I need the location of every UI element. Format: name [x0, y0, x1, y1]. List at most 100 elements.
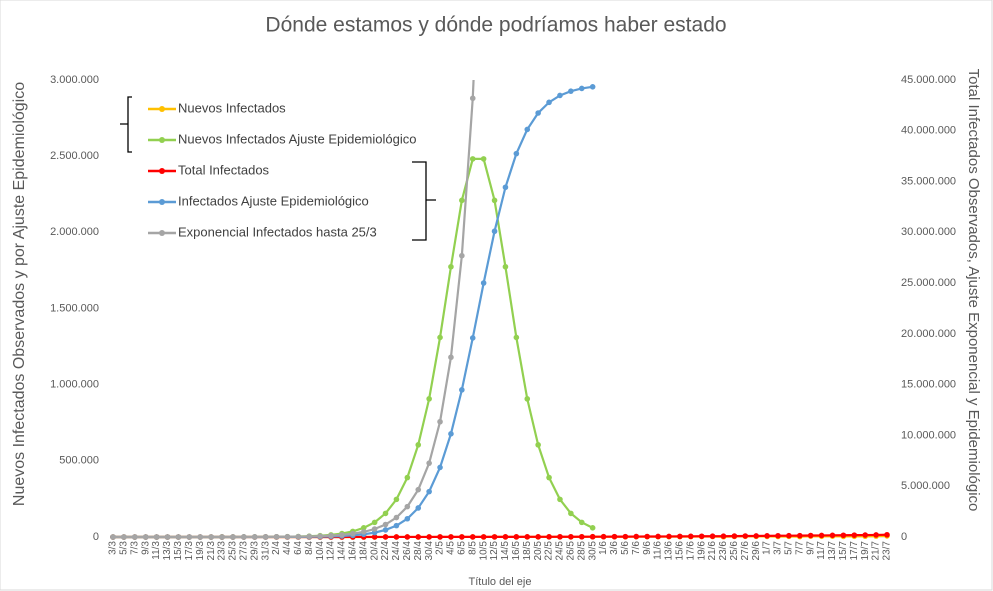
- data-point: [132, 534, 138, 540]
- data-point: [568, 88, 574, 94]
- data-point: [513, 334, 520, 341]
- x-tick-label: 18/4: [358, 541, 369, 561]
- x-tick-label: 15/3: [173, 541, 184, 561]
- x-tick-label: 13/6: [664, 541, 675, 561]
- x-tick-label: 5/6: [620, 541, 631, 555]
- data-point: [121, 534, 127, 540]
- legend-label: Exponencial Infectados hasta 25/3: [178, 224, 377, 239]
- data-point: [753, 533, 759, 539]
- data-point: [393, 522, 400, 529]
- data-point: [382, 534, 389, 540]
- x-tick-label: 7/3: [129, 541, 140, 555]
- legend-bracket: [120, 96, 132, 153]
- y-tick-label: 0: [93, 531, 99, 543]
- x-tick-label: 12/4: [326, 541, 337, 561]
- data-point: [666, 533, 672, 540]
- data-point: [404, 474, 411, 481]
- data-point: [578, 85, 585, 92]
- data-point: [295, 533, 302, 540]
- x-tick-label: 24/4: [391, 541, 402, 561]
- x-tick-label: 27/3: [238, 541, 249, 561]
- chart-title: Dónde estamos y dónde podríamos haber es…: [265, 14, 726, 37]
- data-point: [437, 334, 443, 341]
- data-point: [197, 534, 204, 540]
- data-point: [557, 496, 563, 503]
- data-point: [568, 510, 574, 517]
- data-point: [448, 354, 454, 361]
- x-tick-label: 1/7: [762, 541, 773, 555]
- data-point: [546, 533, 552, 540]
- x-tick-label: 27/6: [740, 541, 751, 561]
- data-point: [655, 533, 661, 540]
- data-point: [742, 533, 749, 539]
- data-point: [186, 534, 193, 540]
- data-point: [524, 396, 531, 402]
- data-point: [360, 525, 367, 531]
- x-tick-label: 7/7: [794, 541, 805, 555]
- x-tick-label: 20/4: [369, 541, 380, 561]
- data-point: [600, 533, 607, 540]
- x-tick-label: 20/5: [533, 541, 544, 561]
- x-tick-label: 23/7: [882, 541, 893, 561]
- data-point: [448, 534, 454, 540]
- legend-label: Infectados Ajuste Epidemiológico: [178, 193, 369, 208]
- data-point: [371, 526, 378, 532]
- x-tick-label: 11/3: [151, 541, 162, 560]
- x-tick-label: 18/5: [522, 541, 533, 561]
- legend-label: Total Infectados: [178, 162, 270, 177]
- x-tick-label: 29/3: [249, 541, 260, 561]
- data-point: [426, 460, 432, 466]
- x-tick-label: 4/4: [282, 541, 293, 555]
- data-point: [786, 532, 792, 539]
- data-point: [382, 521, 389, 528]
- y2-tick-label: 15.000.000: [901, 379, 956, 391]
- x-axis-title: Título del eje: [469, 576, 532, 588]
- x-tick-label: 9/7: [805, 541, 816, 555]
- data-point: [459, 197, 465, 204]
- x-tick-label: 28/5: [576, 541, 587, 561]
- data-point: [437, 418, 443, 425]
- x-tick-label: 21/7: [871, 541, 882, 561]
- x-tick-label: 3/7: [773, 541, 784, 555]
- y2-tick-label: 40.000.000: [901, 125, 956, 137]
- x-tick-label: 25/6: [729, 541, 740, 561]
- x-tick-label: 17/7: [849, 541, 860, 561]
- data-point: [535, 442, 541, 448]
- x-tick-label: 19/7: [860, 541, 871, 561]
- data-point: [731, 533, 738, 539]
- x-tick-label: 31/3: [260, 541, 271, 561]
- x-tick-label: 5/7: [784, 541, 795, 555]
- x-tick-label: 1/6: [598, 541, 609, 555]
- data-point: [262, 534, 269, 540]
- data-point: [687, 533, 694, 540]
- data-point: [480, 534, 487, 540]
- data-point: [807, 532, 814, 539]
- data-point: [110, 534, 116, 540]
- x-tick-label: 7/6: [631, 541, 642, 555]
- legend-bracket: [412, 161, 436, 241]
- data-point: [796, 532, 803, 539]
- x-tick-label: 16/5: [511, 541, 522, 561]
- legend-label: Nuevos Infectados: [178, 100, 286, 115]
- data-point: [578, 533, 585, 540]
- data-point: [360, 529, 367, 535]
- data-point: [437, 534, 443, 540]
- y2-tick-label: 35.000.000: [901, 175, 956, 187]
- x-tick-label: 21/6: [707, 541, 718, 561]
- data-point: [459, 387, 465, 393]
- x-tick-label: 26/5: [565, 541, 576, 561]
- data-point: [524, 534, 531, 540]
- y-tick-label: 2.000.000: [50, 226, 99, 238]
- x-tick-label: 26/4: [402, 541, 413, 561]
- data-point: [415, 505, 422, 511]
- data-point: [557, 92, 563, 99]
- data-point: [884, 531, 890, 538]
- y-tick-label: 2.500.000: [50, 150, 99, 162]
- y2-tick-label: 30.000.000: [901, 226, 956, 238]
- x-tick-label: 30/5: [587, 541, 598, 561]
- data-point: [469, 156, 476, 162]
- data-point: [644, 533, 650, 540]
- data-point: [175, 534, 182, 540]
- data-point: [764, 533, 770, 539]
- x-tick-label: 29/6: [751, 541, 762, 561]
